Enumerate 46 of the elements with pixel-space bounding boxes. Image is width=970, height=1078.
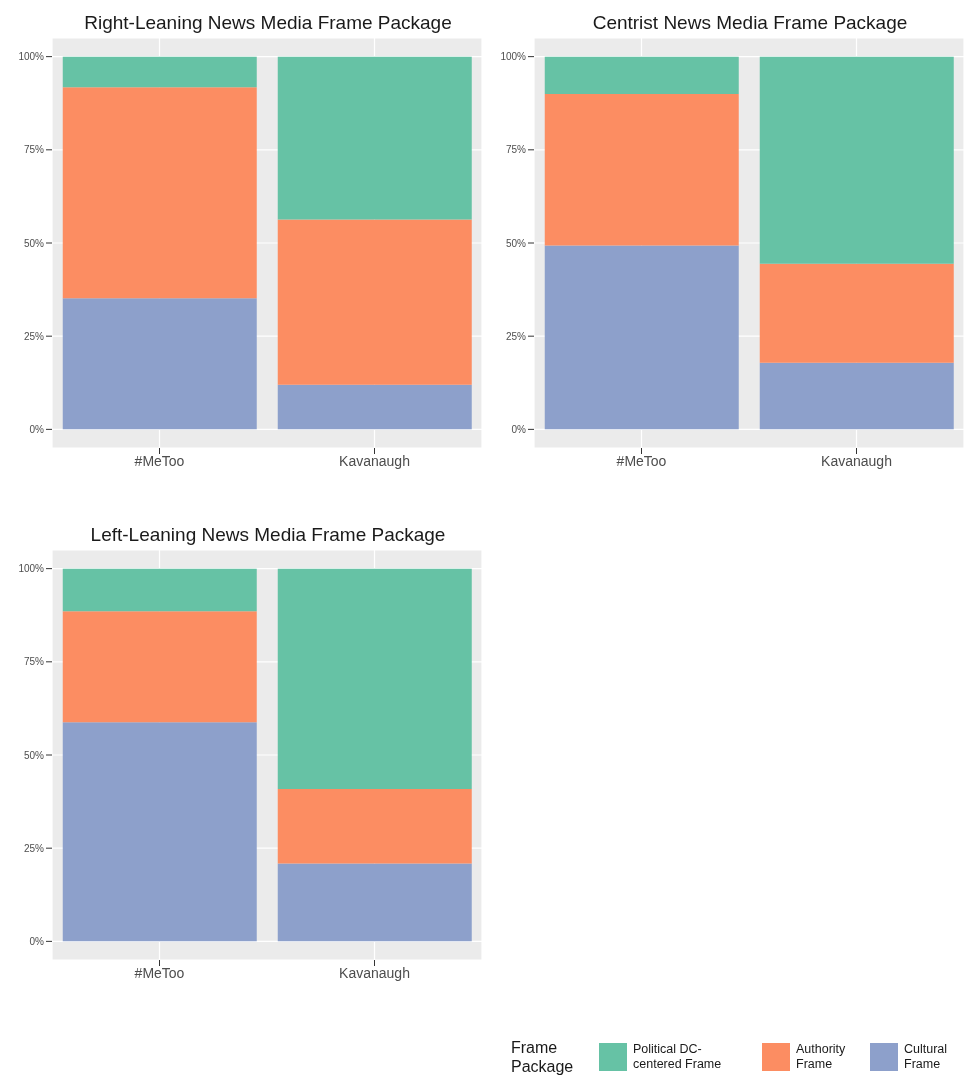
y-tick-label: 0%: [29, 935, 45, 947]
x-tick-label: #MeToo: [616, 452, 667, 469]
bar: [544, 245, 739, 430]
bar: [277, 568, 472, 789]
y-tick-label: 100%: [18, 51, 45, 63]
legend-label: Political DC-centered Frame: [633, 1042, 723, 1072]
bar: [759, 263, 954, 363]
bar: [277, 384, 472, 430]
y-tick-label: 25%: [505, 330, 527, 342]
legend-title: Frame Package: [511, 1038, 575, 1076]
bar: [62, 56, 257, 88]
chart-title: Centrist News Media Frame Package: [591, 11, 909, 35]
y-tick-label: 100%: [18, 563, 45, 575]
bar: [62, 298, 257, 430]
legend-label: Cultural Frame: [904, 1042, 949, 1072]
legend-label: Authority Frame: [796, 1042, 847, 1072]
x-tick-label: Kavanaugh: [339, 452, 410, 469]
x-tick-label: Kavanaugh: [339, 964, 410, 981]
bar: [277, 788, 472, 864]
bar: [62, 722, 257, 942]
bar: [62, 611, 257, 723]
y-tick-label: 0%: [511, 423, 527, 435]
y-tick-label: 75%: [23, 656, 45, 668]
bar: [759, 56, 954, 264]
bar: [277, 56, 472, 220]
bar: [62, 568, 257, 612]
x-tick-label: Kavanaugh: [821, 452, 892, 469]
bar: [62, 87, 257, 299]
y-tick-label: 0%: [29, 423, 45, 435]
bar: [277, 219, 472, 385]
y-tick-label: 25%: [23, 842, 45, 854]
x-tick-label: #MeToo: [134, 452, 185, 469]
bar: [544, 93, 739, 246]
y-tick-label: 100%: [500, 51, 527, 63]
y-tick-label: 25%: [23, 330, 45, 342]
y-tick-label: 50%: [505, 237, 527, 249]
bar: [544, 56, 739, 94]
bar: [277, 863, 472, 942]
y-tick-label: 50%: [23, 749, 45, 761]
x-tick-label: #MeToo: [134, 964, 185, 981]
chart-title: Right-Leaning News Media Frame Package: [83, 11, 453, 35]
y-tick-label: 50%: [23, 237, 45, 249]
y-tick-label: 75%: [505, 144, 527, 156]
chart-title: Left-Leaning News Media Frame Package: [89, 523, 447, 547]
bar: [759, 362, 954, 430]
y-tick-label: 75%: [23, 144, 45, 156]
